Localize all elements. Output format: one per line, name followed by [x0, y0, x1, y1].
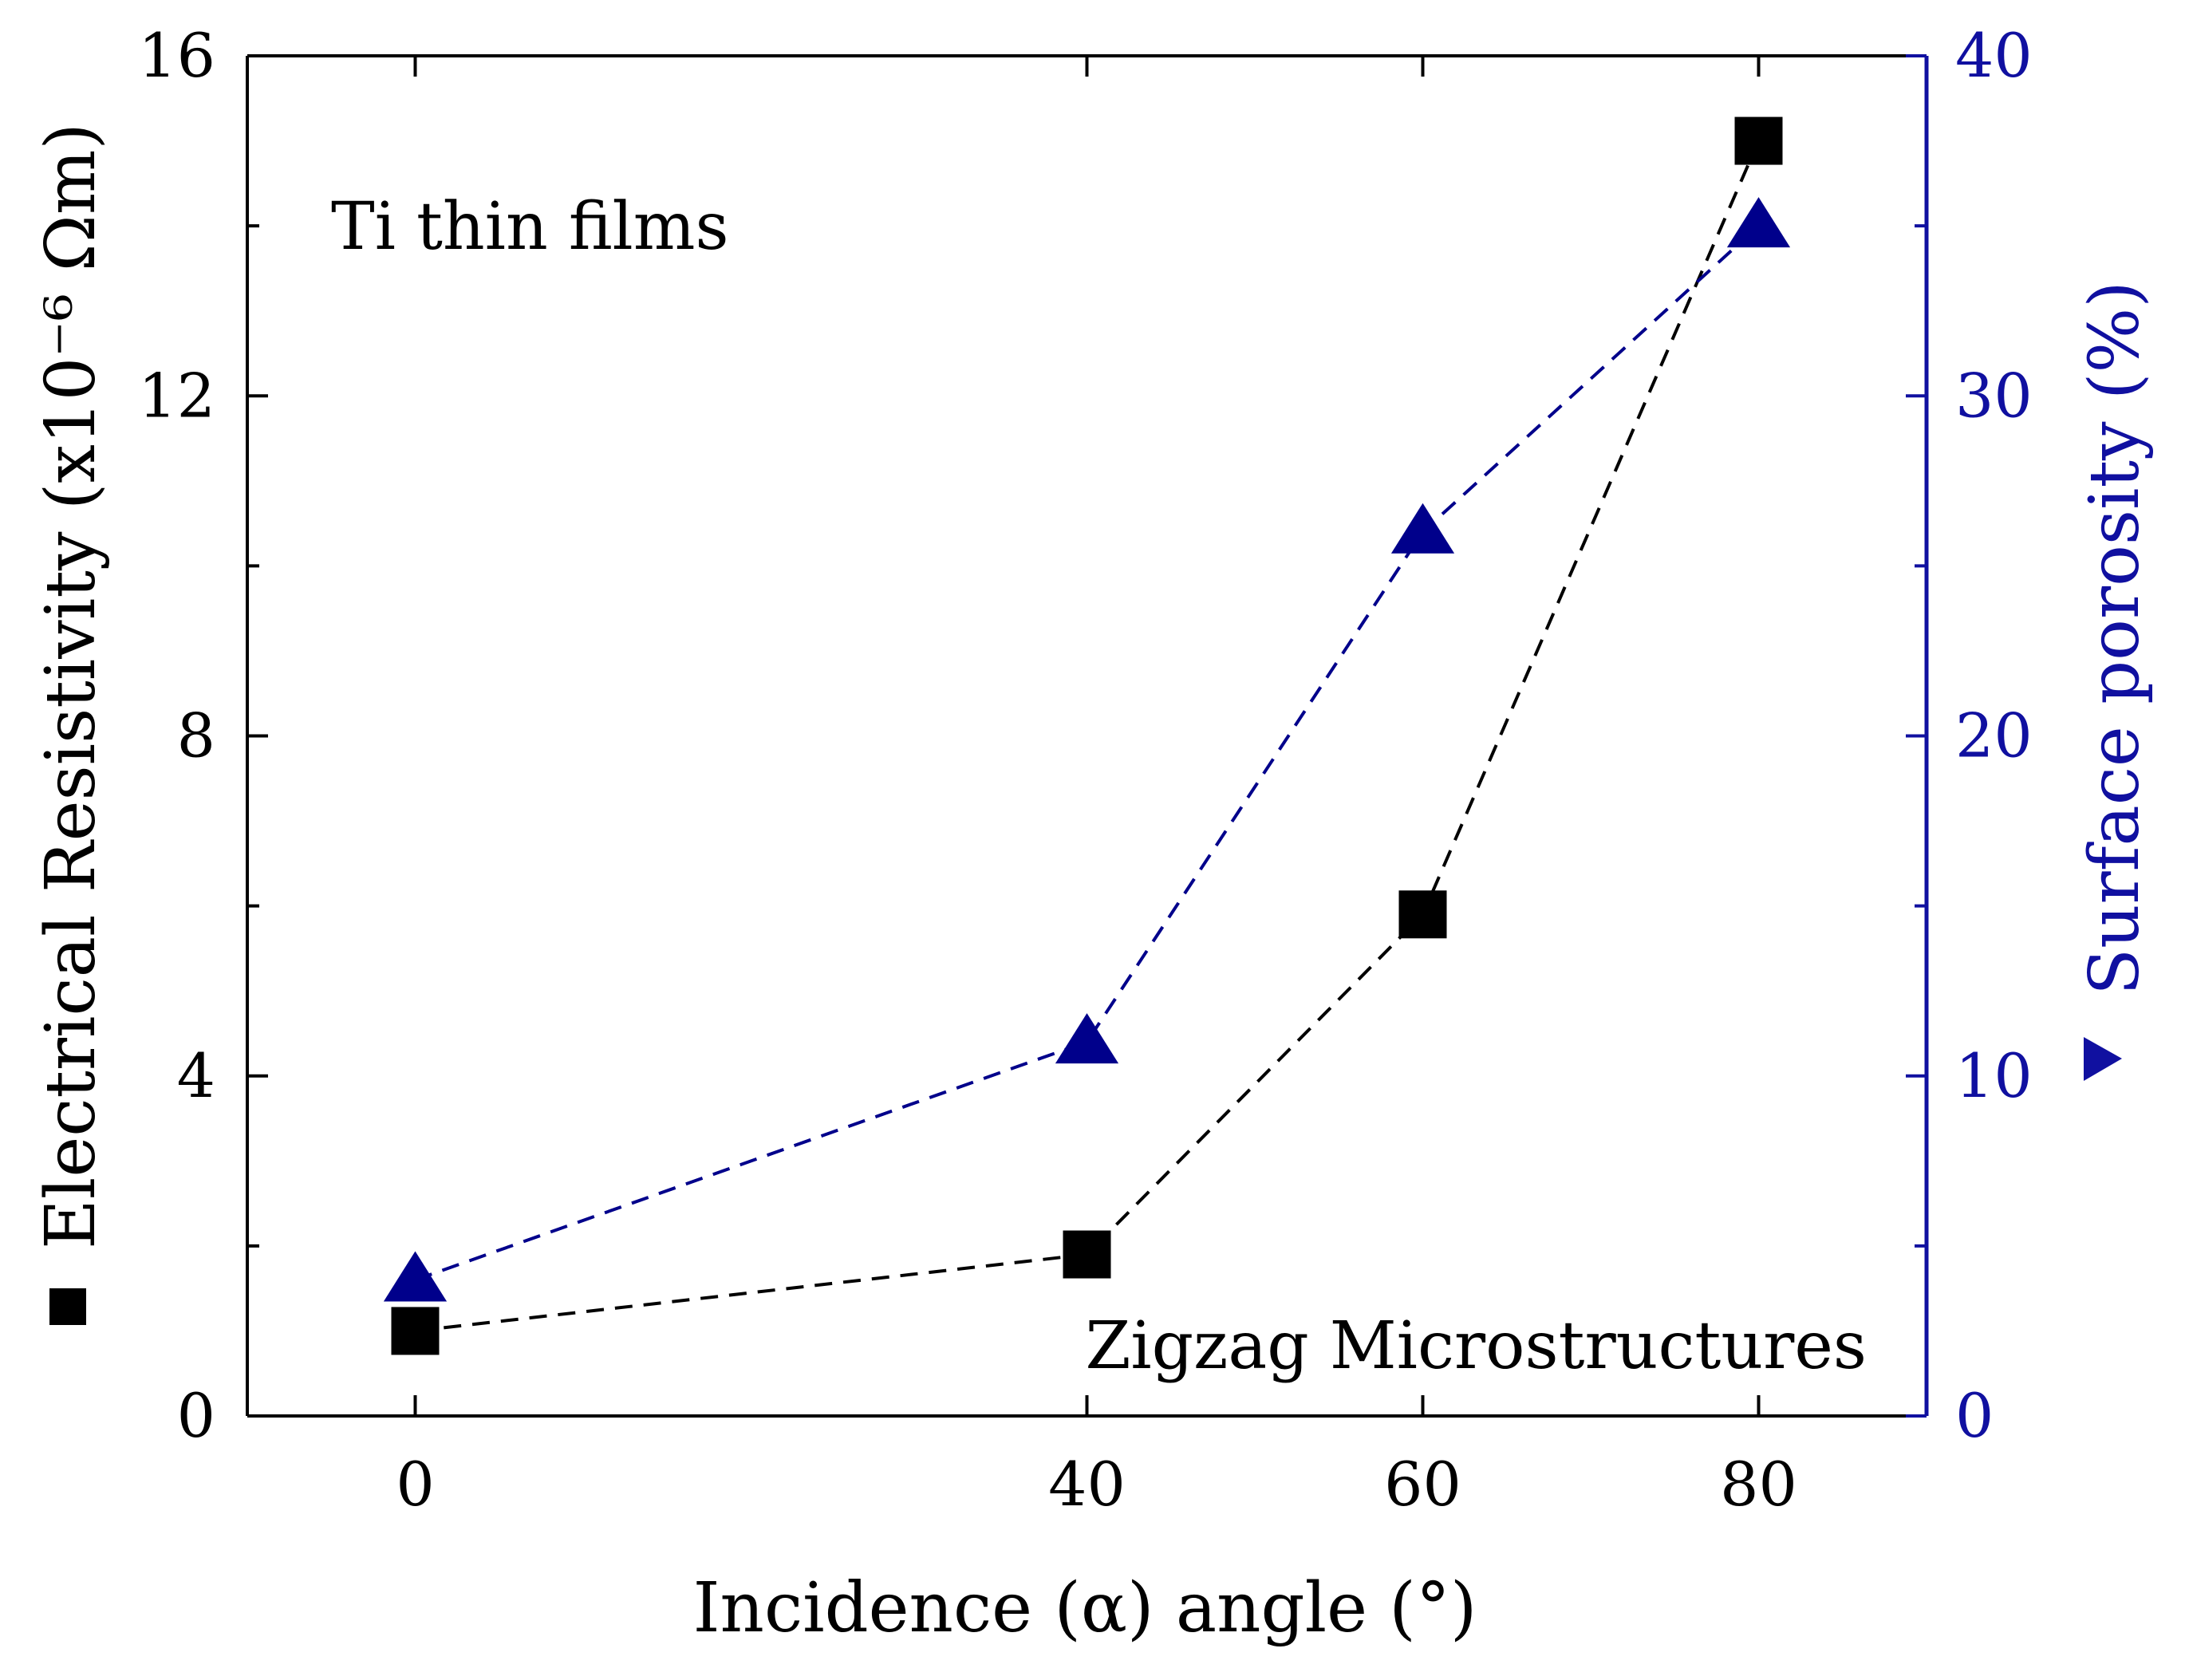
y-left-tick-label: 12 [138, 360, 215, 431]
y-axis-left-title: Electrical Resistivity (x10⁻⁶ Ωm) [31, 123, 111, 1249]
y-axis-left: 0 4 8 12 16 [138, 20, 268, 1451]
y-axis-right: 0 10 20 30 40 [1906, 20, 2033, 1451]
surface-porosity-line [414, 224, 1760, 1282]
surface-porosity-point [383, 1251, 448, 1302]
electrical-resistivity-point [391, 1307, 440, 1355]
y-right-tick-label: 0 [1955, 1380, 1994, 1451]
surface-porosity-point [1390, 503, 1455, 554]
annotation-ti-thin-films: Ti thin films [331, 189, 729, 265]
x-tick-label: 80 [1720, 1449, 1797, 1520]
x-axis-title: Incidence (α) angle (°) [693, 1568, 1477, 1648]
electrical-resistivity-point [1734, 116, 1783, 165]
y-right-tick-label: 10 [1955, 1040, 2033, 1111]
x-tick-label: 0 [396, 1449, 434, 1520]
y-right-tick-label: 40 [1955, 20, 2033, 91]
y-axis-right-title-group: Surface porosity (%) [2075, 281, 2155, 996]
y-left-tick-label: 8 [177, 700, 215, 771]
y-axis-right-title: Surface porosity (%) [2075, 281, 2155, 996]
annotation-zigzag-microstructures: Zigzag Microstructures [1085, 1308, 1867, 1384]
y-right-tick-label: 30 [1955, 360, 2033, 431]
x-axis: 0 40 60 80 [396, 56, 1797, 1520]
triangle-legend-marker [2084, 1037, 2122, 1081]
x-tick-label: 60 [1384, 1449, 1461, 1520]
electrical-resistivity-line [415, 140, 1761, 1333]
electrical-resistivity-point [1398, 890, 1447, 939]
y-left-tick-label: 16 [138, 20, 215, 91]
surface-porosity-point [1055, 1013, 1119, 1064]
surface-porosity-point [1726, 197, 1791, 248]
y-right-tick-label: 20 [1955, 700, 2033, 771]
y-axis-left-title-group: Electrical Resistivity (x10⁻⁶ Ωm) [31, 123, 111, 1249]
y-left-tick-label: 4 [177, 1040, 215, 1111]
series-layer [383, 116, 1791, 1355]
y-left-tick-label: 0 [177, 1380, 215, 1451]
square-legend-marker [49, 1288, 86, 1325]
electrical-resistivity-point [1063, 1230, 1111, 1279]
x-tick-label: 40 [1048, 1449, 1126, 1520]
